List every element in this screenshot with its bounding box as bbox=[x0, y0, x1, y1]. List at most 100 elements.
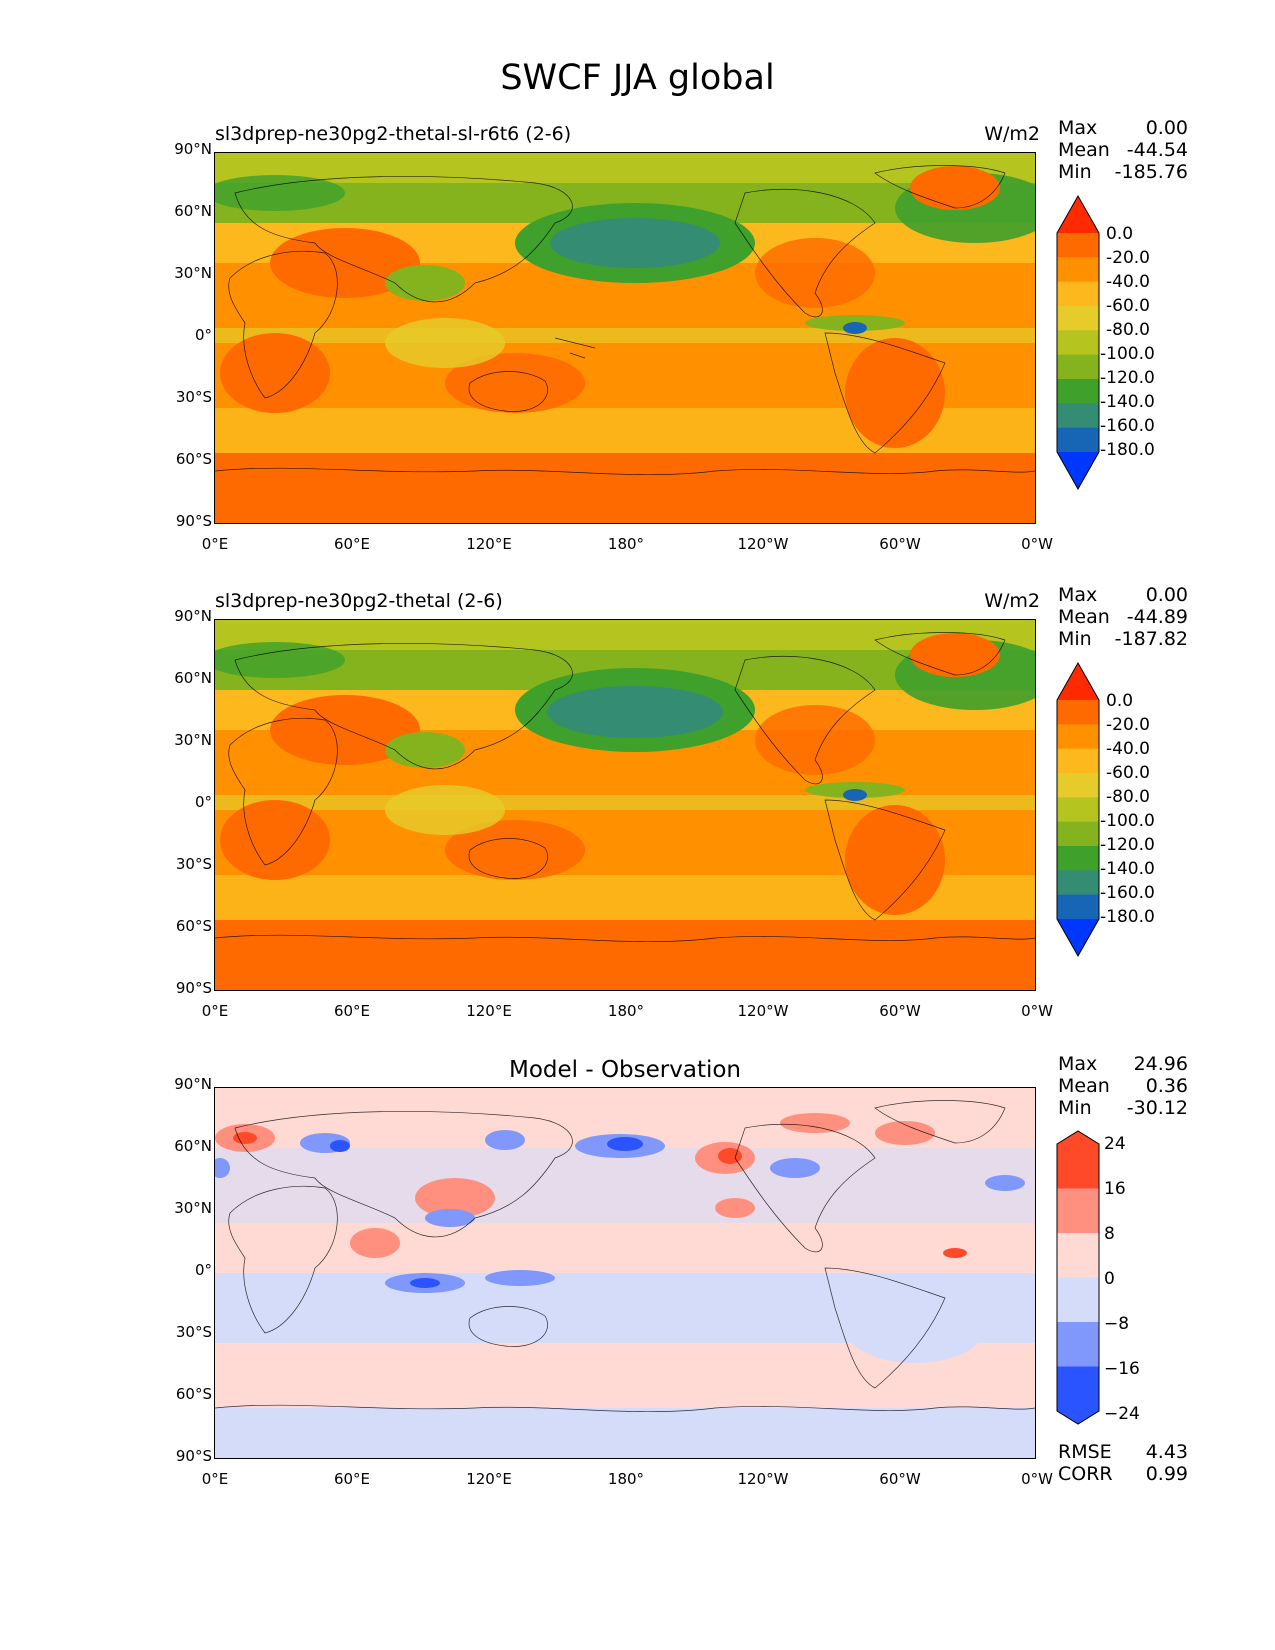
stat-value: -44.89 bbox=[1126, 606, 1188, 628]
colorbar-segment bbox=[1057, 724, 1099, 750]
panel-3-title: Model - Observation bbox=[508, 1057, 742, 1083]
colorbar-extend-top bbox=[1057, 1131, 1099, 1144]
lat-tick-label: 30°N bbox=[174, 264, 212, 282]
lon-tick-label: 120°W bbox=[737, 1470, 789, 1488]
panel-3-colorbar bbox=[1056, 1130, 1100, 1425]
colorbar-tick-label: -60.0 bbox=[1106, 763, 1150, 783]
stat-value: -44.54 bbox=[1126, 139, 1188, 161]
colorbar-segment bbox=[1057, 257, 1099, 283]
panel-3-lon-axis: 0°E 60°E 120°E 180° 120°W 60°W 0°W bbox=[0, 1470, 1275, 1490]
lat-tick-label: 30°N bbox=[174, 731, 212, 749]
colorbar-tick-label: -180.0 bbox=[1100, 907, 1155, 927]
lat-tick-label: 60°N bbox=[174, 1137, 212, 1155]
colorbar-tick-label: -120.0 bbox=[1100, 368, 1155, 388]
panel-2-colorbar bbox=[1056, 661, 1100, 958]
colorbar-segment bbox=[1057, 1233, 1099, 1278]
stat-label: Min bbox=[1058, 1097, 1092, 1119]
panel-1-title: sl3dprep-ne30pg2-thetal-sl-r6t6 (2-6) bbox=[215, 123, 572, 145]
colorbar-tick-label: -20.0 bbox=[1106, 248, 1150, 268]
colorbar-segment bbox=[1057, 330, 1099, 356]
lat-tick-label: 90°S bbox=[175, 1447, 212, 1465]
colorbar-outline bbox=[1056, 194, 1100, 491]
lon-tick-label: 60°W bbox=[879, 535, 921, 553]
stat-value: -187.82 bbox=[1114, 628, 1188, 650]
lat-tick-label: 30°S bbox=[175, 855, 212, 873]
stat-label: Max bbox=[1058, 584, 1098, 606]
colorbar-tick-label: 0.0 bbox=[1106, 224, 1134, 244]
panel-3-extra-stats: RMSE 4.43 CORR 0.99 bbox=[1058, 1441, 1188, 1485]
panel-2-map bbox=[214, 619, 1036, 991]
colorbar-segment bbox=[1057, 379, 1099, 404]
colorbar-segment bbox=[1057, 870, 1099, 896]
colorbar-svg bbox=[1056, 661, 1100, 958]
colorbar-svg bbox=[1056, 194, 1100, 491]
lat-tick-label: 0° bbox=[194, 1261, 212, 1279]
colorbar-tick-label: -140.0 bbox=[1100, 859, 1155, 879]
colorbar-tick-label: -40.0 bbox=[1106, 272, 1150, 292]
colorbar-tick-label: -100.0 bbox=[1100, 344, 1155, 364]
colorbar-tick-label: 24 bbox=[1104, 1134, 1126, 1154]
stat-label: RMSE bbox=[1058, 1441, 1112, 1463]
colorbar-tick-label: 16 bbox=[1104, 1179, 1126, 1199]
colorbar-extend-bottom bbox=[1057, 452, 1099, 489]
lat-tick-label: 90°N bbox=[174, 1075, 212, 1093]
lon-tick-label: 120°W bbox=[737, 535, 789, 553]
colorbar-tick-label: −16 bbox=[1104, 1359, 1140, 1379]
colorbar-segment bbox=[1057, 846, 1099, 871]
panel-2-stats: Max 0.00 Mean -44.89 Min -187.82 bbox=[1058, 584, 1188, 650]
lon-tick-label: 60°W bbox=[879, 1470, 921, 1488]
colorbar-tick-label: -120.0 bbox=[1100, 835, 1155, 855]
lon-tick-label: 0°E bbox=[201, 1002, 229, 1020]
lon-tick-label: 180° bbox=[607, 535, 645, 553]
colorbar-tick-label: -140.0 bbox=[1100, 392, 1155, 412]
colorbar-segment bbox=[1057, 233, 1099, 258]
colorbar-extend-top bbox=[1057, 196, 1099, 233]
colorbar-tick-label: -60.0 bbox=[1106, 296, 1150, 316]
figure-title: SWCF JJA global bbox=[500, 58, 775, 98]
lon-tick-label: 0°W bbox=[1021, 1470, 1053, 1488]
colorbar-tick-label: -160.0 bbox=[1100, 416, 1155, 436]
panel-2-units: W/m2 bbox=[984, 590, 1040, 612]
colorbar-segment bbox=[1057, 427, 1099, 453]
lat-tick-label: 30°N bbox=[174, 1199, 212, 1217]
colorbar-svg bbox=[1056, 1130, 1100, 1425]
panel-1-colorbar bbox=[1056, 194, 1100, 491]
lon-tick-label: 0°W bbox=[1021, 1002, 1053, 1020]
lon-tick-label: 0°W bbox=[1021, 535, 1053, 553]
lon-tick-label: 180° bbox=[607, 1470, 645, 1488]
panel-1-colorbar-labels: 0.0 -20.0 -40.0 -60.0 -80.0 -100.0 -120.… bbox=[1100, 220, 1180, 460]
panel-3-map bbox=[214, 1087, 1036, 1459]
lat-tick-label: 90°S bbox=[175, 512, 212, 530]
lon-tick-label: 180° bbox=[607, 1002, 645, 1020]
panel-2-title: sl3dprep-ne30pg2-thetal (2-6) bbox=[215, 590, 503, 612]
colorbar-segment bbox=[1057, 1144, 1099, 1189]
lat-tick-label: 30°S bbox=[175, 388, 212, 406]
lat-tick-label: 60°S bbox=[175, 450, 212, 468]
stat-value: 0.00 bbox=[1145, 117, 1188, 139]
colorbar-segment bbox=[1057, 1366, 1099, 1412]
lon-tick-label: 60°E bbox=[333, 1002, 371, 1020]
colorbar-segment bbox=[1057, 821, 1099, 847]
lon-tick-label: 0°E bbox=[201, 1470, 229, 1488]
panel-3-stats: Max 24.96 Mean 0.36 Min -30.12 bbox=[1058, 1053, 1188, 1119]
colorbar-tick-label: -180.0 bbox=[1100, 440, 1155, 460]
colorbar-segment bbox=[1057, 748, 1099, 774]
lat-tick-label: 90°N bbox=[174, 607, 212, 625]
colorbar-segment bbox=[1057, 1277, 1099, 1323]
lat-tick-label: 0° bbox=[194, 793, 212, 811]
colorbar-segment bbox=[1057, 1188, 1099, 1234]
lon-tick-label: 120°E bbox=[466, 1002, 512, 1020]
colorbar-segment bbox=[1057, 354, 1099, 380]
colorbar-segment bbox=[1057, 281, 1099, 307]
stat-value: 0.99 bbox=[1145, 1463, 1188, 1485]
colorbar-segment bbox=[1057, 894, 1099, 920]
colorbar-tick-label: -80.0 bbox=[1106, 787, 1150, 807]
panel-1-stats: Max 0.00 Mean -44.54 Min -185.76 bbox=[1058, 117, 1188, 183]
stat-label: Mean bbox=[1058, 1075, 1110, 1097]
stat-value: 0.00 bbox=[1145, 584, 1188, 606]
colorbar-tick-label: -160.0 bbox=[1100, 883, 1155, 903]
panel-1-map bbox=[214, 152, 1036, 524]
colorbar-outline bbox=[1056, 1130, 1100, 1425]
stat-label: Min bbox=[1058, 161, 1092, 183]
colorbar-outline bbox=[1056, 661, 1100, 958]
